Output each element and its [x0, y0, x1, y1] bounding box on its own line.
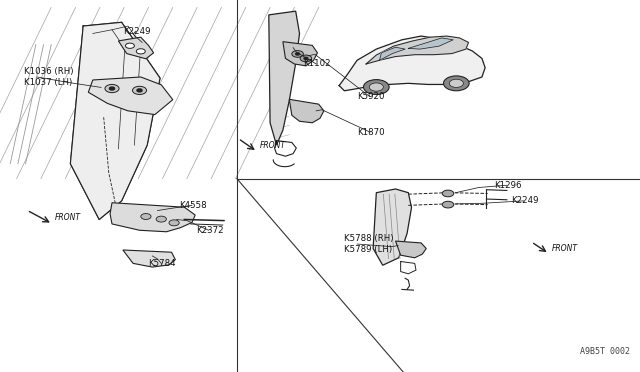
Text: K2249: K2249 — [511, 196, 538, 205]
Circle shape — [156, 216, 166, 222]
Circle shape — [125, 43, 134, 48]
Text: K2249: K2249 — [123, 27, 150, 36]
Polygon shape — [283, 42, 317, 66]
Circle shape — [364, 80, 389, 94]
Text: A9B5T 0002: A9B5T 0002 — [580, 347, 630, 356]
Circle shape — [444, 76, 469, 91]
Circle shape — [105, 84, 119, 93]
Polygon shape — [269, 11, 300, 145]
Text: K5788 (RH)
K5789 (LH): K5788 (RH) K5789 (LH) — [344, 234, 394, 254]
Circle shape — [132, 86, 147, 94]
Circle shape — [449, 79, 463, 87]
Circle shape — [296, 53, 300, 55]
Polygon shape — [366, 36, 468, 64]
Text: K4558: K4558 — [179, 201, 207, 210]
Text: K1102: K1102 — [303, 60, 331, 68]
Text: K5784: K5784 — [148, 259, 176, 268]
Circle shape — [369, 83, 383, 91]
Polygon shape — [118, 37, 154, 59]
Text: FRONT: FRONT — [55, 213, 81, 222]
Text: K1036 (RH)
K1037 (LH): K1036 (RH) K1037 (LH) — [24, 67, 74, 87]
Text: K2372: K2372 — [196, 226, 223, 235]
Text: K1870: K1870 — [357, 128, 385, 137]
Polygon shape — [123, 250, 175, 267]
Polygon shape — [408, 38, 453, 49]
Polygon shape — [373, 189, 412, 265]
Polygon shape — [289, 99, 324, 123]
Polygon shape — [88, 77, 173, 115]
Circle shape — [137, 89, 142, 92]
Text: FRONT: FRONT — [260, 141, 286, 150]
Circle shape — [442, 201, 454, 208]
Circle shape — [169, 220, 179, 226]
Circle shape — [109, 87, 115, 90]
Polygon shape — [396, 241, 426, 258]
Polygon shape — [110, 203, 195, 232]
Circle shape — [300, 55, 312, 62]
Circle shape — [141, 214, 151, 219]
Polygon shape — [339, 36, 485, 91]
Circle shape — [442, 190, 454, 197]
Circle shape — [292, 51, 303, 57]
Polygon shape — [380, 47, 405, 60]
Polygon shape — [70, 22, 160, 219]
Text: FRONT: FRONT — [552, 244, 578, 253]
Text: K5920: K5920 — [357, 92, 385, 101]
Circle shape — [136, 49, 145, 54]
Text: K1296: K1296 — [494, 181, 522, 190]
Circle shape — [304, 57, 308, 60]
